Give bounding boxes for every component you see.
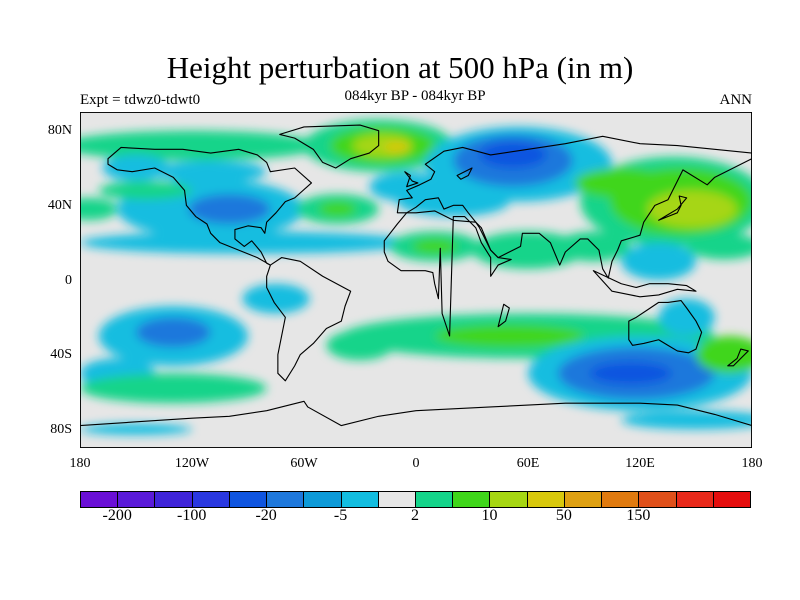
coast-africa [383, 210, 512, 337]
coast-north-america [107, 146, 313, 266]
ytick-80s: 80S [50, 422, 72, 437]
north-atlantic-positive-core [318, 201, 357, 217]
ytick-40n: 40N [47, 198, 72, 213]
coast-madagascar-channel [456, 167, 473, 180]
colorbar-box [80, 491, 119, 508]
south-pacific-positive-band [80, 373, 267, 404]
experiment-label: Expt = tdwz0-tdwt0 [80, 92, 201, 108]
colorbar-box [377, 491, 416, 508]
pacific-positive-east [686, 233, 752, 260]
colorbar-box [191, 491, 230, 508]
colorbar-label: -100 [176, 507, 207, 524]
canada-negative-band [154, 160, 267, 183]
nw-pacific-tropical-negative [621, 242, 696, 280]
ytick-0: 0 [65, 273, 72, 288]
australia-negative [658, 298, 715, 336]
colorbar-label: 50 [555, 507, 572, 524]
colorbar-label: 2 [411, 507, 419, 524]
xtick-120e: 120E [625, 456, 655, 471]
nw-pacific-positive-core [647, 190, 738, 228]
indian-ocean-negative-core [589, 362, 672, 385]
ytick-40s: 40S [50, 347, 72, 362]
ytick-80n: 80N [47, 123, 72, 138]
coast-indonesia [592, 270, 697, 298]
xtick-60e: 60E [516, 456, 540, 471]
coast-new-zealand [727, 348, 749, 367]
ne-pacific-positive [80, 197, 118, 221]
colorbar-box [415, 491, 454, 508]
arctic-positive-band [80, 130, 323, 161]
colorbar-label: -200 [102, 507, 132, 524]
colorbar-box [489, 491, 528, 508]
colorbar-box [303, 491, 342, 508]
colorbar-box [712, 491, 751, 508]
colorbar-box [340, 491, 379, 508]
colorbar-label: 10 [481, 507, 498, 524]
coast-uk [404, 171, 419, 188]
sw-pacific-positive [696, 336, 752, 374]
atlantic-negative-south [80, 231, 416, 254]
coastlines [80, 124, 752, 427]
siberia-negative-core [479, 141, 547, 168]
xtick-180e: 180 [741, 456, 763, 471]
colorbar-box [563, 491, 603, 508]
colorbar-box [154, 491, 193, 508]
indian-positive [556, 231, 631, 262]
xtick-120w: 120W [174, 456, 210, 471]
arabia-positive [472, 231, 584, 269]
xtick-180w: 180 [69, 456, 91, 471]
colorbar-box [526, 491, 565, 508]
figure-subtitle: 084kyr BP - 084kyr BP [344, 88, 486, 104]
figure-title: Height perturbation at 500 hPa (in m) [166, 50, 634, 85]
height-perturbation-map [80, 112, 752, 448]
coast-japan [658, 195, 688, 221]
colorbar-box [675, 491, 714, 508]
coast-madagascar [497, 303, 510, 328]
colorbar-box [452, 491, 491, 508]
coast-antarctica [80, 400, 752, 427]
southern-ocean-positive-core [434, 324, 584, 348]
sahara-positive-core [412, 238, 458, 254]
xtick-60w: 60W [290, 456, 318, 471]
east-asia-positive [574, 168, 668, 198]
alaska-negative-blob [102, 154, 170, 182]
colorbar-box [266, 491, 305, 508]
antarctic-negative-band [80, 423, 192, 435]
greenland-positive-core [384, 141, 411, 154]
south-america-negative [242, 283, 310, 314]
coast-south-america [266, 257, 352, 382]
colorbar-box [601, 491, 640, 508]
coast-australia [628, 299, 703, 354]
ne-pacific-positive-2 [98, 181, 192, 200]
colorbar-label: -5 [333, 507, 348, 524]
xtick-0: 0 [412, 456, 420, 471]
colorbar-box [117, 491, 156, 508]
north-america-negative-core [188, 194, 271, 224]
south-pacific-negative-core [136, 317, 211, 348]
colorbar-label: -20 [255, 507, 277, 524]
colorbar-box [228, 491, 268, 508]
coast-greenland [279, 124, 380, 169]
anomaly-fields [80, 119, 752, 435]
season-label: ANN [719, 92, 753, 108]
colorbar-box [638, 491, 677, 508]
colorbar-label: 150 [626, 507, 651, 524]
